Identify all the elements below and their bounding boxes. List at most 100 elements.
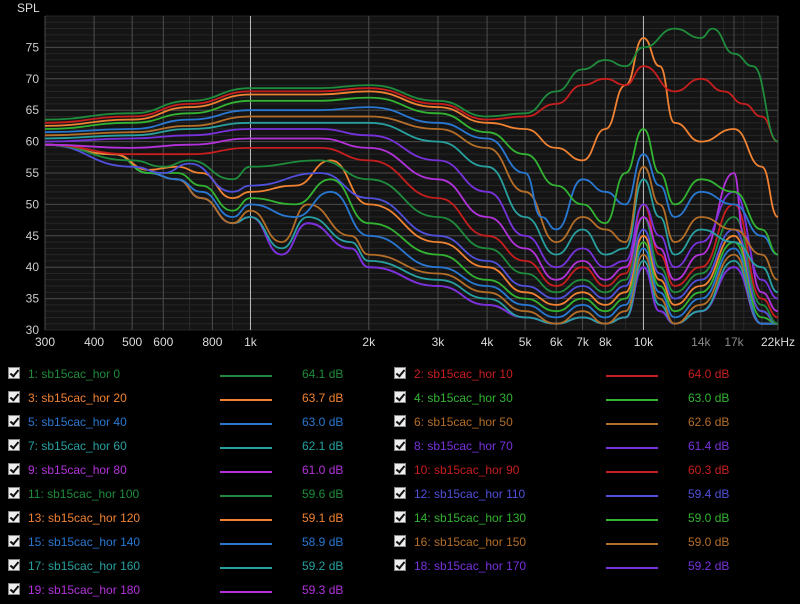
- legend-item: 8: sb15cac_hor 70 61.4 dB: [394, 437, 780, 457]
- legend-label: 12: sb15cac_hor 110: [414, 487, 526, 501]
- legend-swatch: [220, 471, 272, 473]
- y-tick-label: 65: [26, 103, 40, 117]
- legend-value: 59.4 dB: [688, 487, 730, 501]
- legend-swatch: [220, 375, 272, 377]
- legend-item: 6: sb15cac_hor 50 62.6 dB: [394, 413, 780, 433]
- legend-swatch: [606, 495, 658, 497]
- legend-value: 61.0 dB: [302, 463, 344, 477]
- legend-label: 9: sb15cac_hor 80: [28, 463, 127, 477]
- y-tick-label: 40: [26, 260, 40, 274]
- series-line-6: [45, 115, 778, 281]
- legend-checkbox[interactable]: [8, 559, 20, 571]
- legend-item: 1: sb15cac_hor 0 64.1 dB: [8, 365, 394, 385]
- x-tick-label: 14k: [691, 335, 711, 349]
- legend-label: 1: sb15cac_hor 0: [28, 367, 121, 381]
- legend-value: 59.2 dB: [688, 559, 730, 573]
- legend-item: 14: sb15cac_hor 130 59.0 dB: [394, 509, 780, 529]
- y-tick-label: 55: [26, 166, 40, 180]
- legend-checkbox[interactable]: [8, 367, 20, 379]
- y-tick-label: 60: [26, 135, 40, 149]
- series-line-7: [45, 121, 778, 294]
- legend-checkbox[interactable]: [8, 463, 20, 475]
- series-line-10: [45, 143, 778, 319]
- legend-label: 14: sb15cac_hor 130: [414, 511, 527, 525]
- legend-swatch: [606, 543, 658, 545]
- x-tick-label: 500: [122, 335, 142, 349]
- legend-item: 15: sb15cac_hor 140 58.9 dB: [8, 533, 394, 553]
- legend-item: 12: sb15cac_hor 110 59.4 dB: [394, 485, 780, 505]
- legend-value: 59.0 dB: [688, 535, 730, 549]
- legend-swatch: [606, 423, 658, 425]
- series-line-11: [45, 143, 778, 325]
- x-tick-label: 400: [84, 335, 104, 349]
- legend-checkbox[interactable]: [8, 535, 20, 547]
- legend-value: 60.3 dB: [688, 463, 730, 477]
- y-tick-label: 45: [26, 229, 40, 243]
- y-axis-label: SPL: [17, 1, 40, 15]
- legend-value: 64.1 dB: [302, 367, 344, 381]
- legend-swatch: [220, 591, 272, 593]
- legend-checkbox[interactable]: [394, 439, 406, 451]
- series-line-2: [45, 65, 778, 143]
- series-line-14: [45, 143, 778, 325]
- legend-value: 63.7 dB: [302, 391, 344, 405]
- legend-value: 63.0 dB: [302, 415, 344, 429]
- legend-checkbox[interactable]: [394, 535, 406, 547]
- legend-checkbox[interactable]: [394, 487, 406, 499]
- x-tick-label: 5k: [519, 335, 533, 349]
- legend-item: 4: sb15cac_hor 30 63.0 dB: [394, 389, 780, 409]
- legend-swatch: [606, 471, 658, 473]
- y-tick-label: 35: [26, 292, 40, 306]
- legend-checkbox[interactable]: [394, 415, 406, 427]
- legend-checkbox[interactable]: [8, 583, 20, 595]
- legend-checkbox[interactable]: [8, 511, 20, 523]
- legend-swatch: [606, 567, 658, 569]
- legend-item: 5: sb15cac_hor 40 63.0 dB: [8, 413, 394, 433]
- legend-value: 59.0 dB: [688, 511, 730, 525]
- series-line-15: [45, 143, 778, 325]
- legend-value: 64.0 dB: [688, 367, 730, 381]
- y-tick-label: 70: [26, 72, 40, 86]
- series-line-4: [45, 96, 778, 256]
- legend-item: 9: sb15cac_hor 80 61.0 dB: [8, 461, 394, 481]
- legend: 1: sb15cac_hor 0 64.1 dB 2: sb15cac_hor 10…: [0, 360, 800, 604]
- legend-swatch: [220, 495, 272, 497]
- legend-item: 3: sb15cac_hor 20 63.7 dB: [8, 389, 394, 409]
- legend-label: 2: sb15cac_hor 10: [414, 367, 513, 381]
- series-line-9: [45, 137, 778, 313]
- legend-item: 17: sb15cac_hor 160 59.2 dB: [8, 557, 394, 577]
- legend-value: 62.1 dB: [302, 439, 344, 453]
- legend-label: 7: sb15cac_hor 60: [28, 439, 127, 453]
- legend-checkbox[interactable]: [8, 487, 20, 499]
- legend-label: 10: sb15cac_hor 90: [414, 463, 520, 477]
- series-line-3: [45, 37, 778, 218]
- y-tick-label: 75: [26, 40, 40, 54]
- legend-item: 11: sb15cac_hor 100 59.6 dB: [8, 485, 394, 505]
- legend-label: 18: sb15cac_hor 170: [414, 559, 527, 573]
- legend-checkbox[interactable]: [8, 415, 20, 427]
- legend-checkbox[interactable]: [8, 391, 20, 403]
- legend-swatch: [606, 399, 658, 401]
- legend-checkbox[interactable]: [394, 391, 406, 403]
- legend-swatch: [606, 519, 658, 521]
- x-tick-label: 3k: [432, 335, 446, 349]
- legend-item: 18: sb15cac_hor 170 59.2 dB: [394, 557, 780, 577]
- legend-swatch: [220, 519, 272, 521]
- legend-checkbox[interactable]: [394, 367, 406, 379]
- legend-checkbox[interactable]: [8, 439, 20, 451]
- x-tick-label: 7k: [576, 335, 590, 349]
- legend-value: 59.3 dB: [302, 583, 344, 597]
- legend-checkbox[interactable]: [394, 463, 406, 475]
- legend-value: 59.2 dB: [302, 559, 344, 573]
- x-tick-label: 2k: [362, 335, 376, 349]
- legend-value: 59.1 dB: [302, 511, 344, 525]
- legend-checkbox[interactable]: [394, 559, 406, 571]
- x-tick-label: 8k: [599, 335, 613, 349]
- y-tick-label: 50: [26, 197, 40, 211]
- legend-value: 61.4 dB: [688, 439, 730, 453]
- legend-checkbox[interactable]: [394, 511, 406, 523]
- legend-label: 17: sb15cac_hor 160: [28, 559, 141, 573]
- x-tick-label: 4k: [481, 335, 495, 349]
- x-tick-label: 17k: [724, 335, 744, 349]
- legend-value: 59.6 dB: [302, 487, 344, 501]
